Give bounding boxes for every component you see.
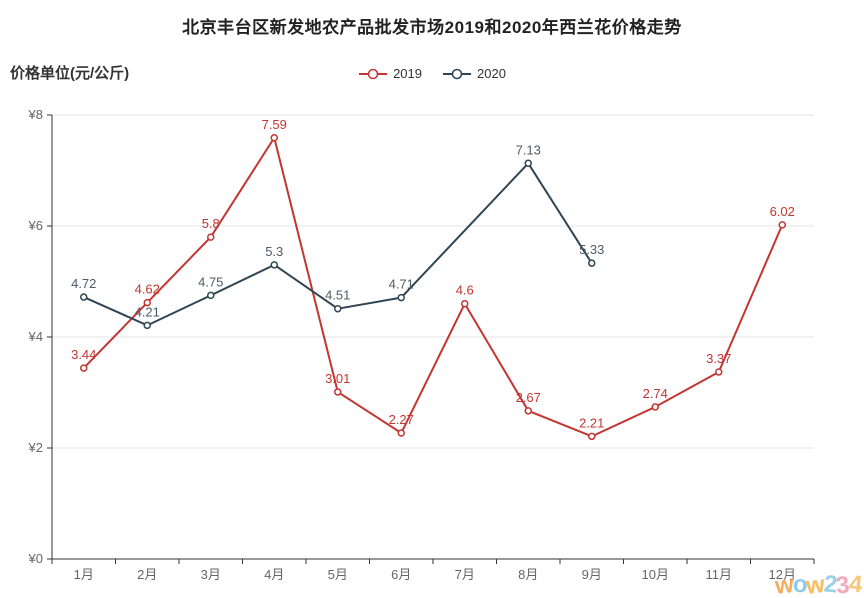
svg-text:4月: 4月 bbox=[264, 567, 284, 582]
chart-title: 北京丰台区新发地农产品批发市场2019和2020年西兰花价格走势 bbox=[182, 18, 682, 37]
data-label: 2.21 bbox=[579, 415, 604, 430]
svg-text:8月: 8月 bbox=[518, 567, 538, 582]
data-point-2020-5月[interactable] bbox=[334, 304, 342, 313]
legend: 2019 2020 bbox=[0, 66, 864, 81]
data-point-2019-11月[interactable] bbox=[715, 368, 723, 376]
data-point-2020-9月[interactable] bbox=[588, 259, 596, 267]
svg-text:7月: 7月 bbox=[455, 567, 475, 582]
data-point-2020-6月[interactable] bbox=[397, 293, 405, 302]
data-point-2019-12月[interactable] bbox=[778, 221, 786, 229]
legend-item-2019[interactable]: 2019 bbox=[358, 66, 422, 81]
series-2019: 3.44 4.62 5.8 7.59 3.01 2.27 4.6 2.67 2.21 2.74 3.… bbox=[71, 117, 795, 441]
svg-text:5月: 5月 bbox=[328, 567, 348, 582]
data-label: 7.13 bbox=[516, 142, 541, 157]
svg-text:12月: 12月 bbox=[769, 567, 796, 582]
data-point-2019-9月[interactable] bbox=[588, 432, 596, 441]
data-label: 6.02 bbox=[770, 204, 795, 219]
data-point-2019-10月[interactable] bbox=[651, 403, 659, 411]
data-point-2019-6月[interactable] bbox=[397, 429, 405, 437]
data-point-2020-4月[interactable] bbox=[270, 261, 278, 269]
data-label: 4.51 bbox=[325, 288, 350, 303]
data-label: 5.33 bbox=[579, 242, 604, 257]
watermark-letter: w bbox=[773, 571, 794, 598]
svg-text:1月: 1月 bbox=[74, 567, 94, 582]
svg-text:6月: 6月 bbox=[391, 567, 411, 582]
data-point-2019-8月[interactable] bbox=[524, 407, 532, 415]
data-label: 4.72 bbox=[71, 276, 96, 291]
data-label: 4.71 bbox=[389, 277, 414, 292]
data-point-2020-8月[interactable] bbox=[524, 159, 532, 168]
gridlines bbox=[52, 114, 814, 449]
svg-text:3月: 3月 bbox=[201, 567, 221, 582]
watermark-letter: 4 bbox=[847, 570, 863, 598]
legend-label-2020: 2020 bbox=[477, 66, 506, 81]
data-label: 5.8 bbox=[202, 216, 220, 231]
svg-text:10月: 10月 bbox=[642, 567, 669, 582]
data-point-2019-3月[interactable] bbox=[207, 233, 215, 241]
svg-text:¥0: ¥0 bbox=[28, 551, 43, 566]
svg-text:11月: 11月 bbox=[706, 567, 733, 582]
legend-item-2020[interactable]: 2020 bbox=[442, 66, 506, 81]
series-2020: 4.72 4.21 4.75 5.3 4.51 4.71 7.13 5.33 bbox=[71, 142, 604, 330]
data-point-2019-7月[interactable] bbox=[461, 299, 469, 308]
data-label: 3.37 bbox=[706, 351, 731, 366]
data-label: 4.62 bbox=[135, 282, 160, 297]
data-label: 4.6 bbox=[456, 283, 474, 298]
axis-tick-labels: ¥0 ¥2 ¥4 ¥6 ¥8 1月 2月 3月 4月 5月 6月 7月 8月 9月 10月 11月 12月 bbox=[28, 107, 796, 582]
svg-text:9月: 9月 bbox=[582, 567, 602, 582]
watermark: wow234 bbox=[773, 570, 863, 598]
svg-text:¥6: ¥6 bbox=[28, 218, 43, 233]
data-point-2019-4月[interactable] bbox=[270, 134, 278, 142]
svg-text:¥4: ¥4 bbox=[28, 329, 43, 344]
y-axis-unit-label: 价格单位(元/公斤) bbox=[10, 65, 130, 82]
line-circle-marker-icon bbox=[359, 68, 388, 79]
data-label: 2.74 bbox=[643, 386, 668, 401]
data-point-2020-2月[interactable] bbox=[143, 321, 151, 330]
line-circle-marker-icon bbox=[443, 68, 471, 79]
data-label: 3.44 bbox=[71, 347, 96, 362]
data-label: 5.3 bbox=[265, 244, 283, 259]
data-label: 4.21 bbox=[135, 304, 160, 319]
data-point-2019-1月[interactable] bbox=[80, 364, 88, 372]
data-label: 3.01 bbox=[325, 371, 350, 386]
data-point-2019-5月[interactable] bbox=[334, 388, 342, 396]
axes bbox=[47, 114, 815, 564]
svg-text:¥2: ¥2 bbox=[28, 440, 43, 455]
legend-label-2019: 2019 bbox=[393, 66, 422, 81]
svg-text:¥8: ¥8 bbox=[28, 107, 43, 122]
data-point-2020-3月[interactable] bbox=[207, 291, 215, 300]
data-point-2020-1月[interactable] bbox=[80, 293, 88, 301]
svg-text:2月: 2月 bbox=[137, 567, 157, 582]
data-point-2019-2月[interactable] bbox=[143, 298, 151, 307]
data-label: 7.59 bbox=[262, 117, 287, 132]
data-label: 2.27 bbox=[389, 412, 414, 427]
data-label: 2.67 bbox=[516, 390, 541, 405]
data-label: 4.75 bbox=[198, 274, 223, 289]
